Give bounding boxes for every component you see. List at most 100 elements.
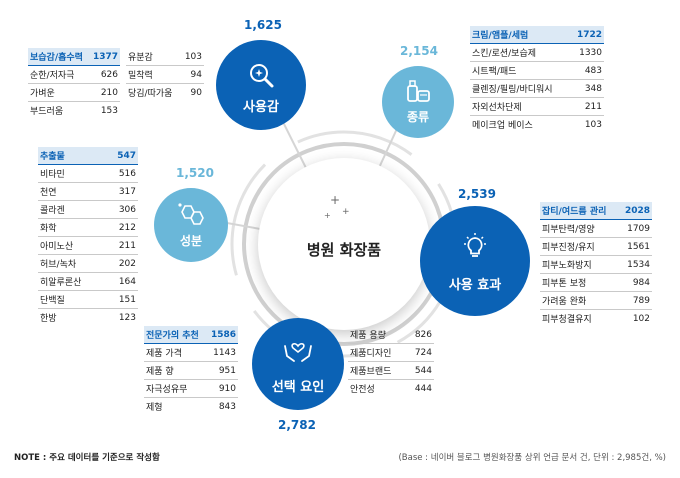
selection-label: 선택 요인	[271, 380, 325, 395]
table-cell-label: 당김/따가움	[128, 89, 173, 99]
sparkle-icon: +	[330, 193, 341, 207]
table-cell-value: 103	[180, 48, 204, 66]
table-row: 자외선차단제 211	[470, 97, 604, 116]
table-row: 시트팩/패드 483	[470, 61, 604, 80]
type-node: 종류	[382, 66, 454, 138]
table-row: 제품 가격 1143	[144, 343, 238, 362]
table-cell-value: 826	[406, 326, 434, 344]
table-row: 밀착력 94	[126, 65, 204, 84]
table-cell-label: 피부진정/유지	[540, 237, 619, 256]
table-cell-value: 626	[88, 65, 120, 84]
table-cell-value: 1534	[618, 255, 652, 274]
table-cell-value: 1330	[569, 43, 604, 62]
table-cell-value: 516	[104, 164, 138, 183]
table-cell-label: 제품 향	[144, 361, 207, 380]
table-row: 단백질 151	[38, 290, 138, 309]
effect-table: 잡티/여드름 관리 2028 피부탄력/영양 1709 피부진정/유지 1561 피부…	[540, 202, 652, 327]
table-cell-label: 단백질	[38, 290, 105, 309]
table-row: 피부톤 보정 984	[540, 273, 652, 292]
table-cell-label: 순한/저자극	[28, 65, 89, 84]
table-cell-value: 306	[104, 200, 138, 219]
table-cell-value: 724	[406, 343, 434, 362]
type-label: 종류	[406, 110, 430, 124]
sparkle-icon: +	[324, 211, 331, 220]
molecule-icon	[178, 203, 204, 225]
table-row: 히알루론산 164	[38, 272, 138, 291]
usage-feel-count: 1,625	[244, 18, 282, 32]
table-cell-label: 유분감	[126, 48, 181, 66]
table-row: 스킨/로션/보습제 1330	[470, 43, 604, 62]
table-cell-value: 164	[104, 272, 138, 291]
table-cell-label: 제품 가격	[144, 343, 207, 362]
table-row: 전문가의 추천 1586	[144, 326, 238, 344]
lightbulb-icon	[464, 233, 486, 257]
table-row: 메이크업 베이스 103	[470, 116, 604, 134]
table-cell-value: 910	[206, 379, 238, 398]
table-row: 추출물 547	[38, 147, 138, 165]
table-cell-label: 제품디자인	[348, 343, 407, 362]
table-cell-value: 212	[104, 218, 138, 237]
effect-label: 사용 효과	[448, 278, 502, 293]
table-row: 유분감 103	[126, 48, 204, 66]
table-row: 크림/앰플/세럼 1722	[470, 26, 604, 44]
effect-node: 사용 효과	[420, 206, 530, 316]
table-cell-label: 가려움 완화	[540, 291, 619, 310]
table-row: 제품 향 951	[144, 361, 238, 380]
table-row: 자극성유무 910	[144, 379, 238, 398]
table-cell-label: 피부노화방지	[540, 255, 619, 274]
table-cell-label: 콜라겐	[38, 200, 105, 219]
effect-count: 2,539	[458, 187, 496, 201]
table-cell-value: 1561	[618, 237, 652, 256]
table-cell-label: 잡티/여드름 관리	[540, 202, 619, 220]
table-row: 피부노화방지 1534	[540, 255, 652, 274]
table-row: 잡티/여드름 관리 2028	[540, 202, 652, 220]
table-cell-value: 1377	[88, 48, 120, 66]
table-row: 부드러움 153	[28, 102, 120, 120]
table-cell-label: 자극성유무	[144, 379, 207, 398]
table-cell-label: 시트팩/패드	[470, 61, 570, 80]
table-cell-label: 피부청결유지	[542, 315, 592, 325]
table-cell-value: 102	[632, 313, 650, 324]
table-cell-label: 천연	[38, 182, 105, 201]
table-cell-label: 제형	[146, 403, 163, 413]
table-row: 천연 317	[38, 182, 138, 201]
table-cell-label: 아미노산	[38, 236, 105, 255]
table-cell-value: 1722	[569, 26, 604, 44]
table-row: 허브/녹차 202	[38, 254, 138, 273]
table-cell-value: 843	[218, 401, 236, 412]
table-cell-value: 211	[104, 236, 138, 255]
table-cell-value: 547	[104, 147, 138, 165]
table-cell-value: 317	[104, 182, 138, 201]
selection-table-2: 제품 용량 826 제품디자인 724 제품브랜드 544 안전성 444	[348, 326, 434, 397]
selection-table: 전문가의 추천 1586 제품 가격 1143 제품 향 951 자극성유무 910 제…	[144, 326, 238, 415]
center-circle: + + + 병원 화장품	[258, 158, 430, 330]
ingredient-node: 성분	[154, 188, 228, 262]
hands-heart-icon	[284, 343, 312, 362]
table-cell-label: 피부톤 보정	[540, 273, 619, 292]
table-cell-value: 444	[414, 383, 432, 394]
table-cell-label: 전문가의 추천	[144, 326, 207, 344]
table-cell-label: 제품브랜드	[348, 361, 407, 380]
table-cell-label: 가벼운	[28, 83, 89, 102]
table-cell-label: 추출물	[38, 147, 105, 165]
usage-feel-table-2: 유분감 103 밀착력 94 당김/따가움 90	[126, 48, 204, 101]
table-cell-value: 153	[100, 105, 118, 116]
table-row: 당김/따가움 90	[126, 84, 204, 102]
selection-count: 2,782	[278, 418, 316, 432]
table-cell-label: 화학	[38, 218, 105, 237]
table-row: 가벼운 210	[28, 83, 120, 102]
type-count: 2,154	[400, 44, 438, 58]
table-row: 제품브랜드 544	[348, 361, 434, 380]
table-cell-value: 789	[618, 291, 652, 310]
table-cell-value: 1143	[206, 343, 238, 362]
center-title: 병원 화장품	[306, 241, 382, 259]
table-row: 제품디자인 724	[348, 343, 434, 362]
usage-feel-node: 사용감	[216, 40, 306, 130]
magnifier-sparkle-icon	[250, 64, 274, 88]
table-cell-label: 허브/녹차	[38, 254, 105, 273]
table-row: 순한/저자극 626	[28, 65, 120, 84]
table-cell-label: 크림/앰플/세럼	[470, 26, 570, 44]
table-row: 콜라겐 306	[38, 200, 138, 219]
table-cell-label: 한방	[40, 314, 57, 324]
footer-base: (Base : 네이버 블로그 병원화장품 상위 언급 문서 건, 단위 : 2…	[398, 453, 666, 463]
